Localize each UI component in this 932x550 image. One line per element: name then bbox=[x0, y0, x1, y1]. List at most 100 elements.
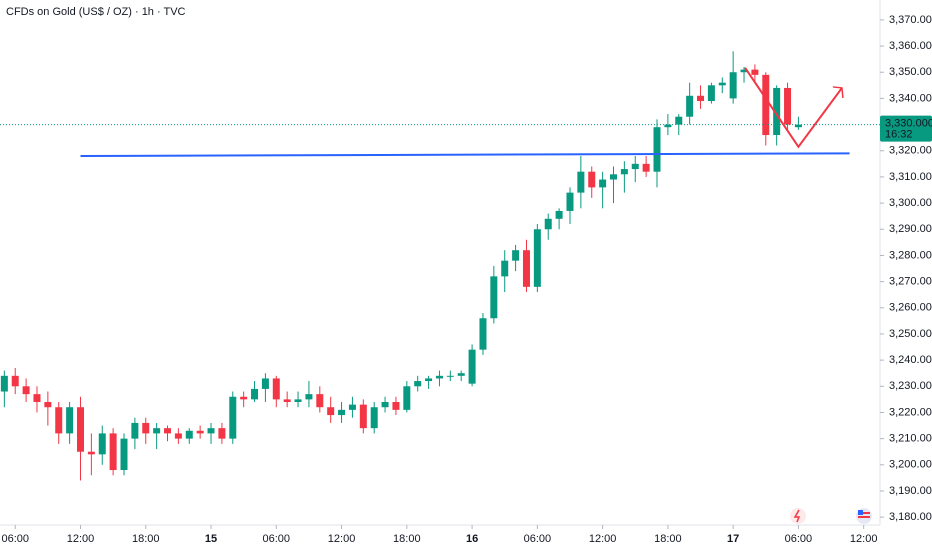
y-tick-label: 3,280.000 bbox=[889, 249, 932, 261]
candle-body bbox=[174, 433, 182, 439]
candle-body bbox=[555, 210, 563, 219]
candle-body bbox=[392, 401, 400, 410]
candle-body bbox=[120, 438, 128, 471]
candle-body bbox=[316, 394, 324, 408]
candle-body bbox=[425, 378, 433, 382]
y-tick-label: 3,340.000 bbox=[889, 92, 932, 104]
candle-body bbox=[588, 171, 596, 188]
y-tick-label: 3,300.000 bbox=[889, 197, 932, 209]
candle-body bbox=[599, 179, 607, 188]
drawing-line bbox=[80, 152, 850, 157]
x-tick-label: 06:00 bbox=[524, 533, 552, 545]
x-tick-label: 06:00 bbox=[1, 533, 29, 545]
y-tick-label: 3,230.000 bbox=[889, 380, 932, 392]
candle-body bbox=[403, 386, 411, 410]
arrow-head bbox=[832, 86, 844, 99]
candle-body bbox=[490, 276, 498, 319]
y-tick-label: 3,310.000 bbox=[889, 171, 932, 183]
candle-body bbox=[435, 375, 443, 379]
last-price-label: 3,330.000 bbox=[885, 117, 932, 129]
candle-body bbox=[533, 229, 541, 287]
x-tick-label: 18:00 bbox=[132, 533, 160, 545]
drawing-line bbox=[744, 67, 843, 149]
candle-body bbox=[631, 163, 639, 170]
candle-body bbox=[414, 381, 422, 387]
flag-canton bbox=[858, 510, 863, 515]
candle-body bbox=[251, 388, 259, 400]
y-tick-label: 3,250.000 bbox=[889, 328, 932, 340]
candle-body bbox=[55, 407, 63, 434]
candle-body bbox=[196, 430, 204, 434]
candle-body bbox=[131, 422, 139, 439]
candle-body bbox=[468, 349, 476, 384]
event-icon[interactable] bbox=[790, 508, 806, 524]
y-tick-label: 3,190.000 bbox=[889, 485, 932, 497]
candle-body bbox=[784, 87, 792, 125]
candle-body bbox=[294, 399, 302, 402]
candle-body bbox=[762, 74, 770, 136]
x-tick-label: 15 bbox=[205, 533, 217, 545]
candle-body bbox=[44, 401, 52, 408]
y-tick-label: 3,220.000 bbox=[889, 406, 932, 418]
y-tick-label: 3,180.000 bbox=[889, 511, 932, 523]
candle-body bbox=[185, 430, 193, 439]
candle-body bbox=[229, 396, 237, 439]
candle-body bbox=[512, 250, 520, 261]
x-tick-label: 12:00 bbox=[67, 533, 95, 545]
candle-body bbox=[457, 373, 465, 376]
candle-body bbox=[501, 260, 509, 277]
candle-body bbox=[675, 116, 683, 125]
candle-body bbox=[0, 375, 8, 392]
candle-body bbox=[707, 85, 715, 102]
candle-body bbox=[11, 375, 19, 387]
candle-body bbox=[697, 95, 705, 102]
y-tick-label: 3,370.000 bbox=[889, 14, 932, 26]
y-tick-label: 3,240.000 bbox=[889, 354, 932, 366]
candle-body bbox=[686, 95, 694, 117]
candle-body bbox=[283, 399, 291, 402]
candle-body bbox=[381, 401, 389, 408]
candle-body bbox=[751, 69, 759, 75]
candle-body bbox=[544, 218, 552, 230]
candle-body bbox=[109, 433, 117, 471]
candle-body bbox=[653, 127, 661, 172]
candle-body bbox=[240, 396, 248, 400]
y-tick-label: 3,350.000 bbox=[889, 66, 932, 78]
candle-body bbox=[729, 72, 737, 99]
event-icon-bolt bbox=[793, 509, 801, 523]
candle-body bbox=[479, 318, 487, 350]
candle-body bbox=[609, 174, 617, 180]
candle-body bbox=[327, 407, 335, 416]
y-tick-label: 3,270.000 bbox=[889, 276, 932, 288]
candle-body bbox=[740, 69, 748, 73]
candle-body bbox=[370, 407, 378, 429]
candle-body bbox=[522, 250, 530, 287]
x-tick-label: 06:00 bbox=[785, 533, 813, 545]
candle-body bbox=[577, 171, 585, 193]
flag-stripe bbox=[858, 516, 870, 518]
candle-body bbox=[272, 378, 280, 400]
x-tick-label: 12:00 bbox=[850, 533, 878, 545]
candle-body bbox=[76, 407, 84, 452]
candle-body bbox=[207, 428, 215, 434]
candle-body bbox=[153, 428, 161, 434]
x-tick-label: 16 bbox=[466, 533, 478, 545]
x-tick-label: 12:00 bbox=[328, 533, 356, 545]
candle-body bbox=[359, 404, 367, 429]
candle-body bbox=[33, 394, 41, 402]
candle-body bbox=[66, 407, 74, 434]
candle-body bbox=[305, 394, 313, 400]
candle-body bbox=[446, 375, 454, 377]
candle-body bbox=[338, 409, 346, 416]
countdown-label: 16:32 bbox=[885, 128, 913, 140]
candle-body bbox=[642, 163, 650, 172]
candle-body bbox=[773, 87, 781, 136]
candle-body bbox=[87, 451, 95, 455]
x-tick-label: 17 bbox=[727, 533, 739, 545]
x-tick-label: 06:00 bbox=[263, 533, 291, 545]
candle-body bbox=[566, 192, 574, 211]
x-tick-label: 18:00 bbox=[393, 533, 421, 545]
last-price-box bbox=[880, 115, 932, 142]
